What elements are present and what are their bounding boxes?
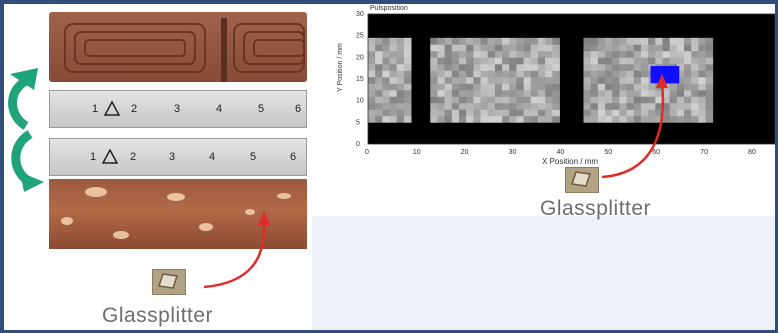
ruler-bottom-label: 4 [209, 151, 216, 163]
crystal-icon [158, 273, 178, 289]
y-tick-label: 10 [356, 98, 364, 105]
ruler-top-label: 2 [131, 103, 138, 115]
frame-top [0, 0, 778, 4]
x-tick-label: 20 [461, 149, 469, 156]
glass-splinter-image [152, 269, 186, 295]
ruler-top-label: 4 [216, 103, 223, 115]
chart-title: Pulsposition [370, 5, 408, 12]
ruler-top-label: 6 [295, 103, 302, 115]
x-tick-label: 80 [748, 149, 756, 156]
chart-card: Pulsposition 0 10 20 30 40 50 60 70 80 0 5 10 15 20 25… [312, 4, 776, 220]
pointer-arrow-icon [602, 74, 668, 179]
pulse-position-chart: Pulsposition 0 10 20 30 40 50 60 70 80 0 5 10 15 20 25… [337, 5, 776, 166]
y-tick-label: 30 [356, 11, 364, 18]
pointer-arrow-icon [203, 211, 270, 289]
x-tick-label: 60 [652, 149, 660, 156]
glint [167, 193, 185, 201]
crystal-icon [571, 171, 591, 187]
glint [245, 209, 255, 215]
photo-panel: 1 2 3 4 5 6 1 2 3 4 5 6 [4, 4, 310, 330]
y-tick-label: 0 [356, 141, 360, 148]
sample-region [368, 37, 412, 123]
glint [277, 193, 291, 199]
glass-splinter-label: Glassplitter [540, 197, 652, 220]
chocolate-pattern [64, 23, 305, 73]
bar-gap [221, 18, 227, 82]
glass-splinter-region [650, 66, 680, 84]
glint [113, 231, 129, 239]
ruler-top-label: 1 [92, 103, 99, 115]
x-tick-label: 50 [604, 149, 612, 156]
x-tick-label: 40 [557, 149, 565, 156]
x-tick-label: 0 [365, 149, 369, 156]
glass-splinter-label: Glassplitter [102, 304, 214, 327]
y-tick-label: 20 [356, 54, 364, 61]
curved-arrow-icon [8, 68, 44, 192]
ruler-bottom-label: 5 [250, 151, 257, 163]
ruler-logo-icon [102, 149, 118, 164]
sample-region [583, 37, 714, 123]
x-tick-label: 10 [413, 149, 421, 156]
ruler-bottom-label: 2 [130, 151, 137, 163]
glint [85, 187, 107, 197]
x-tick-label: 70 [700, 149, 708, 156]
glint [199, 223, 213, 231]
chocolate-bar-photo [49, 12, 307, 82]
sample-region [430, 37, 560, 123]
ruler-bottom-label: 6 [290, 151, 297, 163]
frame-left [0, 0, 4, 333]
frame-right [775, 0, 778, 333]
y-tick-label: 15 [356, 76, 364, 83]
plot-background [368, 14, 775, 144]
ruler-top: 1 2 3 4 5 6 [49, 90, 307, 128]
ruler-bottom-label: 3 [169, 151, 176, 163]
glass-splinter-image [565, 167, 599, 193]
chart-panel: Pulsposition 0 10 20 30 40 50 60 70 80 0 5 10 15 20 25… [312, 4, 776, 330]
glint [61, 217, 73, 225]
y-tick-label: 25 [356, 33, 364, 40]
frame-bottom [0, 330, 778, 333]
y-axis-label: Y Position / mm [337, 43, 344, 92]
y-tick-label: 5 [356, 119, 360, 126]
ruler-bottom: 1 2 3 4 5 6 [49, 138, 307, 176]
ruler-logo-icon [104, 101, 120, 116]
ruler-top-label: 3 [174, 103, 181, 115]
x-tick-label: 30 [509, 149, 517, 156]
x-axis-label: X Position / mm [542, 157, 598, 166]
ruler-bottom-label: 1 [90, 151, 97, 163]
ruler-top-label: 5 [258, 103, 265, 115]
